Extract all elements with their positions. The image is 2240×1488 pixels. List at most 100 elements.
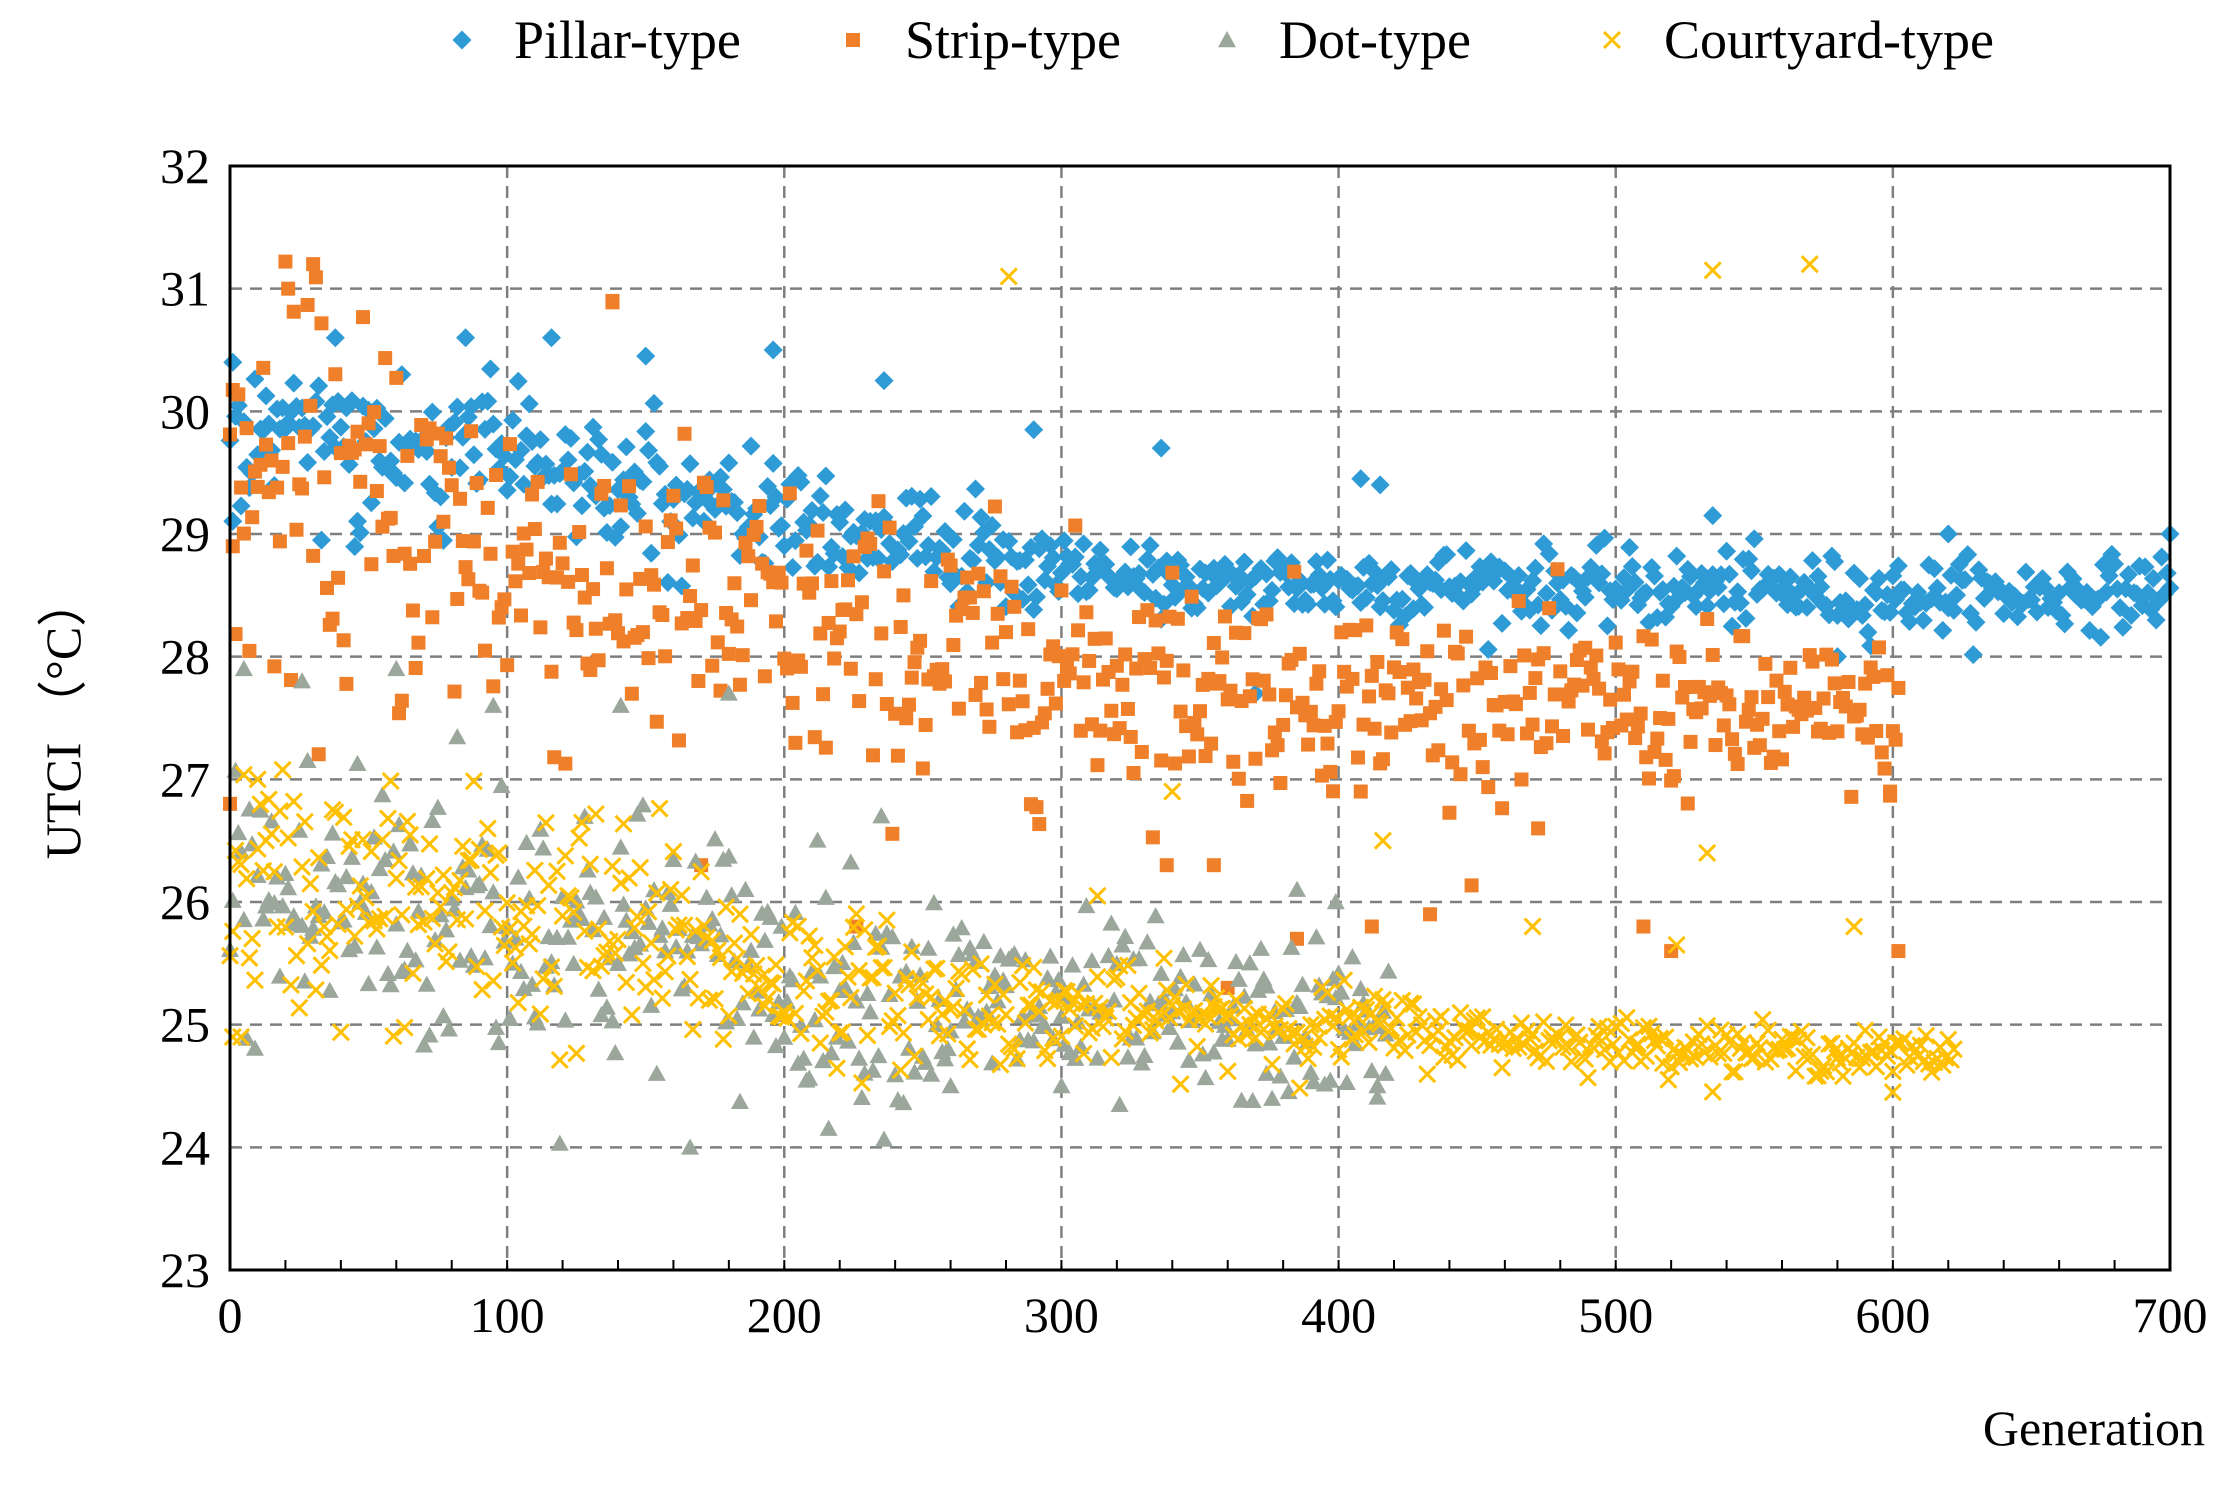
data-point bbox=[708, 525, 722, 540]
data-point bbox=[918, 717, 933, 732]
data-point bbox=[229, 823, 248, 841]
data-point bbox=[400, 448, 415, 463]
data-point bbox=[1597, 616, 1617, 636]
data-point bbox=[290, 998, 309, 1017]
data-point bbox=[1293, 975, 1312, 992]
data-point bbox=[847, 992, 866, 1009]
data-point bbox=[1698, 1016, 1717, 1035]
data-point bbox=[719, 1006, 738, 1026]
data-point bbox=[974, 675, 989, 690]
data-point bbox=[902, 937, 921, 954]
data-point bbox=[800, 927, 819, 946]
data-point bbox=[793, 659, 808, 674]
data-point bbox=[289, 522, 304, 537]
axis-ticks: 0 100 200 300 400 500 600 700 23 24 25 26 27 28 29 30 31… bbox=[160, 138, 2208, 1343]
data-point bbox=[403, 964, 422, 983]
data-point bbox=[433, 449, 448, 464]
data-point bbox=[497, 480, 517, 500]
data-point bbox=[1029, 800, 1044, 815]
data-point bbox=[1005, 944, 1024, 962]
data-point bbox=[1592, 681, 1607, 696]
data-point bbox=[1065, 647, 1080, 662]
data-point bbox=[1877, 761, 1892, 776]
data-point bbox=[1387, 1009, 1406, 1028]
series-strip-type bbox=[223, 254, 1906, 995]
data-point bbox=[602, 452, 622, 472]
data-point bbox=[365, 828, 384, 845]
data-point bbox=[1007, 599, 1022, 614]
data-point bbox=[1603, 1035, 1623, 1054]
data-point bbox=[1065, 547, 1085, 567]
data-point bbox=[1708, 577, 1728, 597]
data-point bbox=[1484, 665, 1498, 680]
data-point bbox=[1592, 564, 1612, 584]
data-point bbox=[1138, 933, 1157, 950]
data-point bbox=[406, 877, 425, 897]
data-point bbox=[1464, 878, 1479, 893]
data-point bbox=[232, 855, 251, 874]
data-point bbox=[622, 1005, 641, 1024]
data-point bbox=[624, 686, 639, 701]
data-point bbox=[1744, 529, 1764, 549]
data-point bbox=[547, 862, 567, 881]
data-point bbox=[1891, 944, 1906, 959]
data-point bbox=[1337, 1073, 1356, 1090]
data-point bbox=[1052, 1027, 1071, 1046]
data-point bbox=[735, 648, 750, 663]
data-point bbox=[1698, 843, 1717, 862]
data-point bbox=[1154, 753, 1169, 768]
data-point bbox=[603, 857, 622, 876]
data-point bbox=[1041, 947, 1060, 964]
data-point bbox=[938, 1024, 957, 1043]
data-point bbox=[293, 916, 312, 933]
data-point bbox=[625, 918, 644, 937]
data-point bbox=[1450, 646, 1465, 661]
data-point bbox=[1271, 1067, 1290, 1084]
data-point bbox=[1004, 579, 1019, 594]
data-point bbox=[1556, 728, 1571, 743]
data-point bbox=[952, 965, 971, 984]
data-point bbox=[1531, 821, 1546, 836]
data-point bbox=[868, 672, 883, 687]
data-point bbox=[1525, 717, 1540, 732]
data-point bbox=[1523, 917, 1542, 936]
data-point bbox=[664, 842, 683, 861]
data-point bbox=[1714, 1044, 1733, 1063]
data-point bbox=[1229, 970, 1248, 987]
data-point bbox=[326, 803, 345, 822]
data-point bbox=[675, 916, 694, 935]
data-point bbox=[489, 843, 508, 862]
data-point bbox=[1026, 587, 1046, 607]
data-point bbox=[1151, 438, 1171, 458]
data-point bbox=[988, 547, 1008, 567]
data-point bbox=[872, 807, 891, 824]
data-point bbox=[437, 921, 456, 938]
data-point bbox=[807, 730, 822, 745]
data-point bbox=[1736, 629, 1751, 644]
data-point bbox=[772, 516, 792, 536]
data-point bbox=[1135, 1046, 1154, 1064]
data-point bbox=[464, 772, 483, 791]
data-point bbox=[1786, 1061, 1805, 1080]
data-point bbox=[805, 576, 819, 591]
data-point bbox=[539, 876, 558, 895]
data-point bbox=[1797, 1028, 1817, 1047]
data-point bbox=[1451, 1003, 1470, 1022]
data-point bbox=[1306, 718, 1321, 733]
data-point bbox=[320, 580, 334, 595]
data-point bbox=[927, 959, 946, 978]
data-point bbox=[628, 805, 647, 822]
data-point bbox=[913, 973, 932, 992]
data-point bbox=[1351, 979, 1370, 997]
legend-item: Dot-type bbox=[1218, 10, 1471, 70]
data-point bbox=[497, 592, 512, 607]
data-point bbox=[1240, 954, 1259, 971]
data-point bbox=[982, 719, 997, 734]
data-point bbox=[799, 543, 814, 558]
data-point bbox=[1317, 718, 1332, 733]
y-tick-label: 24 bbox=[160, 1119, 210, 1175]
data-point bbox=[1620, 537, 1640, 557]
data-point bbox=[1406, 662, 1421, 677]
data-point bbox=[1217, 609, 1232, 624]
